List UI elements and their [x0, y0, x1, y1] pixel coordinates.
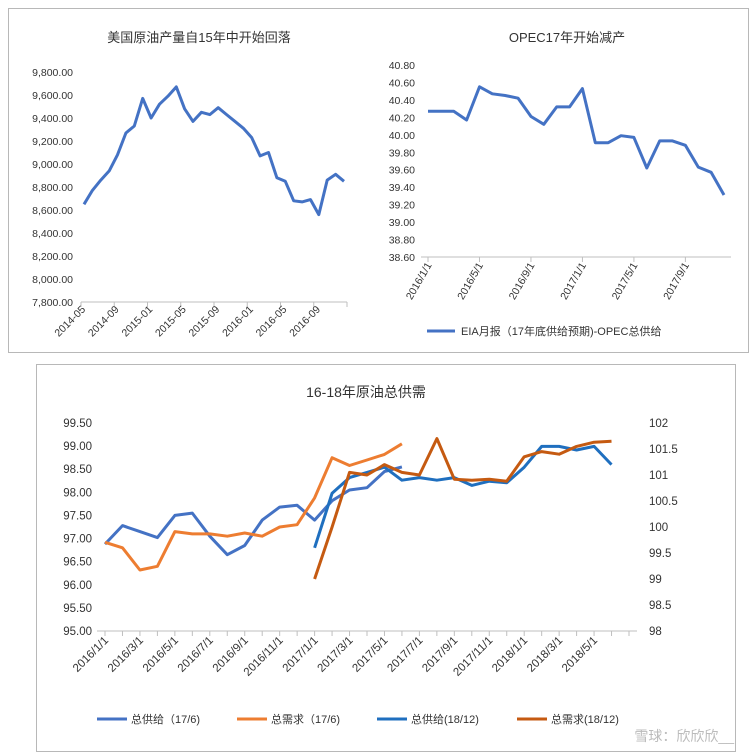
x-tick-label: 2016/3/1 [106, 635, 146, 675]
y-tick-label: 39.60 [389, 165, 415, 177]
x-tick-label: 2016/7/1 [176, 635, 216, 675]
x-tick-label: 2014-09 [86, 304, 122, 340]
y-tick-label-left: 99.50 [63, 418, 92, 430]
y-tick-label: 40.80 [389, 60, 415, 72]
y-tick-label: 40.20 [389, 112, 415, 124]
us-oil-production-panel: 美国原油产量自15年中开始回落 9,800.00 9,600.00 9,400.00… [8, 8, 370, 353]
y-tick-label: 9,800.00 [32, 67, 73, 79]
opec-supply-chart: OPEC17年开始减产 40.80 40.60 40.40 40.20 40.00 39.… [389, 30, 731, 338]
y-tick-label-left: 97.50 [63, 510, 92, 522]
x-tick-label: 2015-01 [119, 304, 155, 340]
y-tick-label: 39.20 [389, 200, 415, 212]
x-tick-label: 2016/5/1 [455, 260, 486, 302]
y-tick-label-right: 100 [649, 522, 668, 534]
legend-label: 总需求（17/6) [271, 712, 340, 726]
series-line-demand-18-12 [313, 437, 612, 580]
y-tick-label: 40.00 [389, 130, 415, 142]
y-tick-label: 40.60 [389, 77, 415, 89]
x-tick-label: 2018/1/1 [490, 635, 530, 675]
y-tick-label: 7,800.00 [32, 297, 73, 309]
x-tick-label: 2017/7/1 [385, 635, 425, 675]
x-tick-label: 2017/1/1 [281, 635, 321, 675]
y-tick-label: 40.40 [389, 95, 415, 107]
x-tick-label: 2017/9/1 [661, 260, 692, 302]
y-tick-label-left: 96.50 [63, 557, 92, 569]
series-line-supply-17-6 [103, 465, 403, 557]
chart-title: 16-18年原油总供需 [306, 384, 426, 400]
y-tick-label: 8,400.00 [32, 228, 73, 240]
y-tick-label-right: 98.5 [649, 600, 671, 612]
series-line-demand-17-6 [104, 442, 403, 572]
y-tick-label-left: 97.00 [63, 534, 92, 546]
y-tick-label-left: 98.50 [63, 464, 92, 476]
y-tick-label-right: 102 [649, 418, 668, 430]
y-tick-label-left: 95.00 [63, 626, 92, 638]
x-tick-label: 2016/5/1 [141, 635, 181, 675]
y-tick-label: 38.80 [389, 235, 415, 247]
x-tick-label: 2015-05 [153, 304, 189, 340]
x-tick-label: 2016-09 [287, 304, 323, 340]
us-oil-production-chart: 美国原油产量自15年中开始回落 9,800.00 9,600.00 9,400.00… [32, 30, 348, 340]
series-line-opec-supply [428, 85, 726, 196]
y-tick-label-right: 100.5 [649, 496, 678, 508]
legend-label: EIA月报（17年底供给预期)-OPEC总供给 [461, 324, 661, 338]
y-tick-label: 39.40 [389, 182, 415, 194]
y-tick-label: 8,000.00 [32, 274, 73, 286]
chart-title: 美国原油产量自15年中开始回落 [107, 30, 290, 45]
y-tick-label: 8,600.00 [32, 205, 73, 217]
x-tick-label: 2016/1/1 [404, 260, 435, 302]
y-tick-label-right: 98 [649, 626, 662, 638]
y-tick-label-right: 101.5 [649, 444, 678, 456]
supply-demand-panel: 16-18年原油总供需 99.50 99.00 98.50 98.00 97.50 97.… [36, 364, 736, 752]
y-tick-label: 8,200.00 [32, 251, 73, 263]
y-tick-label: 38.60 [389, 252, 415, 264]
x-tick-label: 2018/5/1 [560, 635, 600, 675]
x-tick-label: 2015-09 [187, 304, 223, 340]
legend-label: 总供给(18/12) [411, 712, 479, 726]
y-tick-label-right: 101 [649, 470, 668, 482]
x-tick-label: 2016-01 [220, 304, 256, 340]
y-tick-label: 39.80 [389, 147, 415, 159]
legend: 总供给（17/6) 总需求（17/6) 总供给(18/12) 总需求(18/12… [97, 712, 619, 726]
x-tick-label: 2017/1/1 [558, 260, 589, 302]
y-tick-label-left: 96.00 [63, 580, 92, 592]
y-tick-label-right: 99 [649, 574, 662, 586]
y-tick-label-left: 98.00 [63, 487, 92, 499]
series-line-us-production [82, 85, 345, 217]
watermark: 雪球：欣欣欣__ [634, 728, 734, 744]
y-tick-label-right: 99.5 [649, 548, 671, 560]
x-tick-label: 2016/1/1 [71, 635, 111, 675]
legend-label: 总供给（17/6) [131, 712, 200, 726]
y-tick-label-left: 95.50 [63, 603, 92, 615]
y-tick-label: 8,800.00 [32, 182, 73, 194]
x-tick-label: 2018/3/1 [525, 635, 565, 675]
y-tick-label-left: 99.00 [63, 441, 92, 453]
x-tick-label: 2017/5/1 [350, 635, 390, 675]
y-tick-label: 9,600.00 [32, 90, 73, 102]
supply-demand-chart: 16-18年原油总供需 99.50 99.00 98.50 98.00 97.50 97.… [63, 384, 678, 726]
y-tick-label: 9,400.00 [32, 113, 73, 125]
y-tick-label: 39.00 [389, 217, 415, 229]
x-tick-label: 2017/3/1 [316, 635, 356, 675]
x-tick-label: 2017/5/1 [610, 260, 641, 302]
x-tick-label: 2016/9/1 [507, 260, 538, 302]
chart-title: OPEC17年开始减产 [509, 30, 625, 45]
legend-label: 总需求(18/12) [551, 712, 619, 726]
opec-supply-panel: OPEC17年开始减产 40.80 40.60 40.40 40.20 40.00 39.… [369, 8, 749, 353]
x-tick-label: 2016-05 [254, 304, 290, 340]
y-tick-label: 9,000.00 [32, 159, 73, 171]
y-tick-label: 9,200.00 [32, 136, 73, 148]
